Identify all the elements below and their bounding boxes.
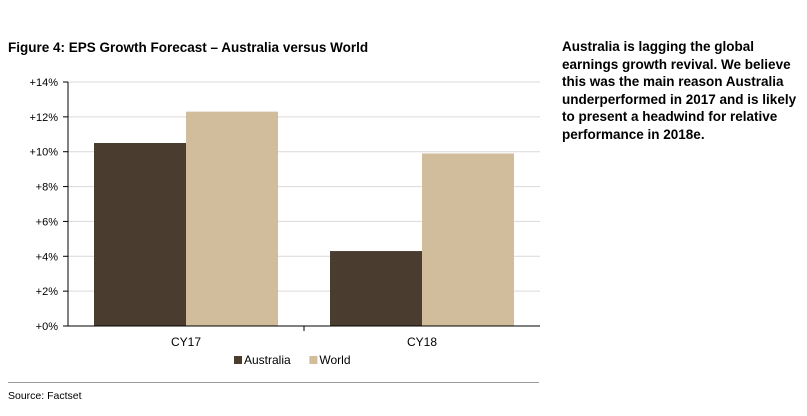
y-tick-label: +14%: [30, 77, 59, 89]
legend-swatch-world: [309, 356, 318, 364]
y-tick-label: +12%: [30, 112, 59, 124]
y-tick-label: +6%: [36, 216, 59, 228]
x-tick-label: CY18: [407, 335, 437, 349]
y-tick-label: +8%: [36, 182, 59, 194]
bars: [94, 111, 514, 326]
y-tick-label: +4%: [36, 251, 59, 263]
y-tick-label: +10%: [30, 147, 59, 159]
legend-label-australia: Australia: [244, 353, 291, 367]
axes: [63, 81, 540, 331]
x-tick-label: CY17: [171, 335, 201, 349]
legend-swatch-australia: [234, 356, 242, 364]
source-divider: [8, 382, 539, 383]
legend-label-world: World: [319, 353, 350, 367]
y-tick-label: +2%: [36, 286, 59, 298]
bar-australia-cy17: [94, 143, 186, 326]
bar-australia-cy18: [330, 251, 422, 326]
legend: Australia World: [234, 353, 351, 367]
tick-labels: +0% +2% +4% +6% +8% +10% +12% +14% CY17 CY18: [30, 77, 438, 349]
figure-title: Figure 4: EPS Growth Forecast – Australi…: [8, 40, 369, 55]
source-note: Source: Factset: [8, 390, 82, 402]
bar-world-cy18: [422, 153, 514, 326]
side-note-text: Australia is lagging the global earnings…: [562, 39, 797, 142]
y-tick-label: +0%: [36, 321, 59, 333]
bar-world-cy17: [186, 111, 278, 326]
